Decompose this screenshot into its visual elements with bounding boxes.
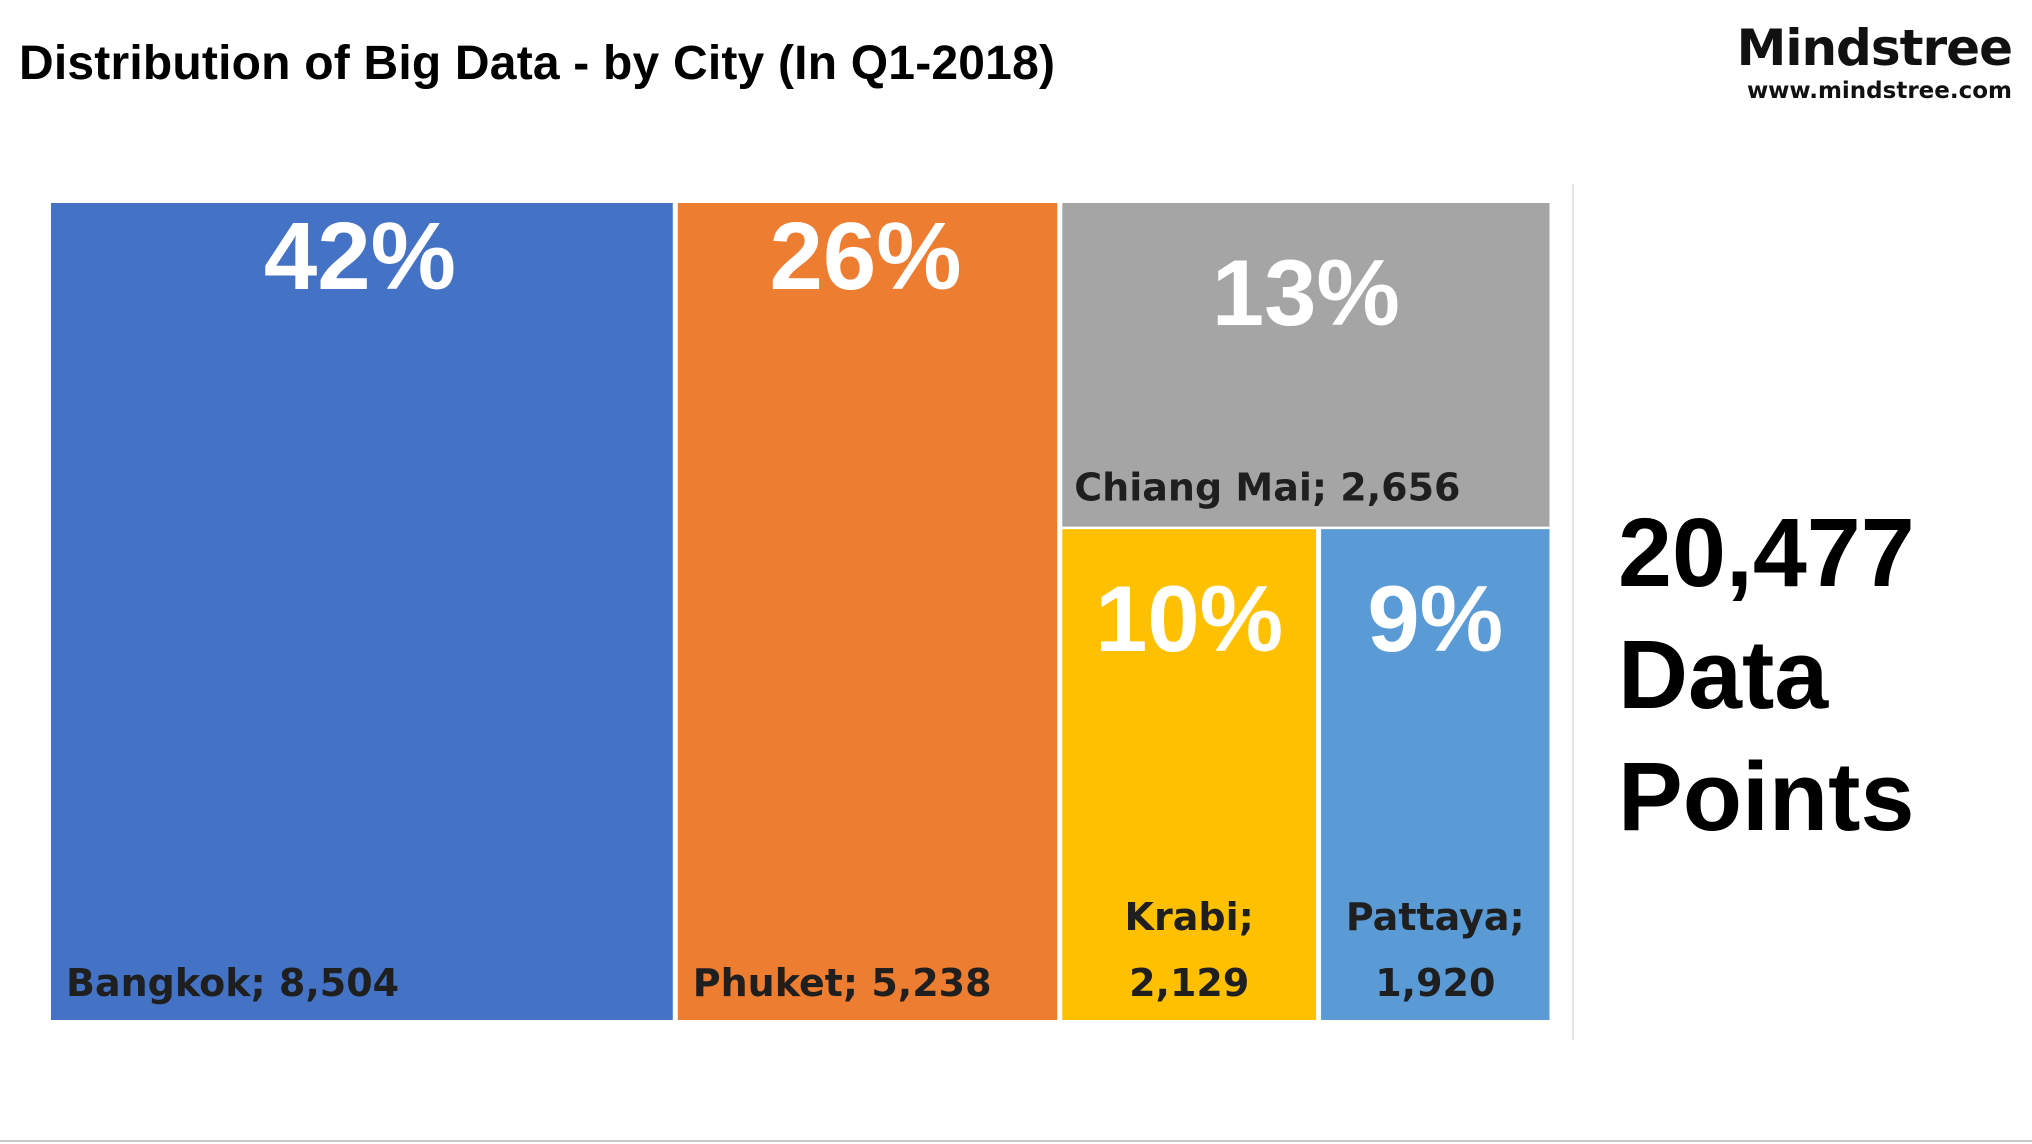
chart-frame	[33, 184, 1574, 1040]
treemap-tile-pattaya	[1321, 529, 1550, 1020]
brand-logo: Mindstree www.mindstree.com	[1736, 18, 2013, 104]
total-data-points: 20,477 Data Points	[1618, 492, 1915, 858]
page-title: Distribution of Big Data - by City (In Q…	[19, 37, 1056, 90]
treemap-label-phuket: Phuket; 5,238	[693, 961, 992, 1005]
treemap-tile-bangkok	[51, 203, 673, 1020]
treemap-tile-krabi	[1062, 529, 1317, 1020]
total-label-line1: Data	[1618, 620, 1829, 729]
treemap-tile-chiang-mai	[1062, 203, 1550, 527]
treemap-label-value-pattaya: 1,920	[1375, 961, 1495, 1005]
treemap-percent-bangkok: 42%	[264, 203, 456, 310]
treemap-percent-krabi: 10%	[1095, 566, 1283, 671]
footer-divider	[0, 1140, 2032, 1142]
treemap-percent-phuket: 26%	[769, 203, 961, 310]
treemap-label-name-krabi: Krabi;	[1125, 895, 1254, 939]
treemap-label-name-pattaya: Pattaya;	[1346, 895, 1525, 939]
treemap-percent-chiang-mai: 13%	[1212, 240, 1400, 345]
treemap-tile-phuket	[677, 203, 1058, 1020]
total-label-line2: Points	[1618, 742, 1915, 851]
treemap-label-bangkok: Bangkok; 8,504	[66, 961, 399, 1005]
total-value: 20,477	[1618, 498, 1915, 607]
brand-name: Mindstree	[1736, 19, 2013, 77]
treemap-percent-pattaya: 9%	[1367, 566, 1503, 671]
brand-url: www.mindstree.com	[1746, 78, 2012, 104]
treemap-label-value-krabi: 2,129	[1129, 961, 1249, 1005]
treemap-label-chiang-mai: Chiang Mai; 2,656	[1074, 466, 1460, 510]
